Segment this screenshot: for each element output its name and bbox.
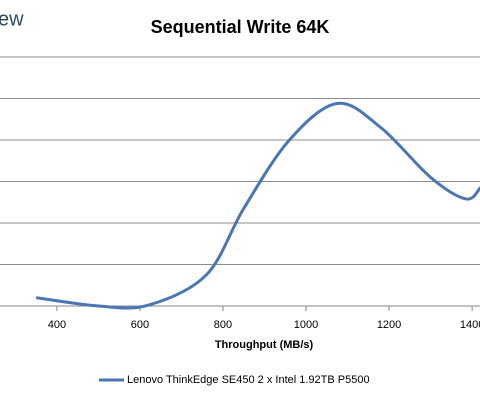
x-tick-label: 400	[48, 319, 66, 331]
legend-label: Lenovo ThinkEdge SE450 2 x Intel 1.92TB …	[127, 374, 370, 386]
x-tick-label: 600	[131, 319, 149, 331]
x-tick-label: 1000	[294, 319, 318, 331]
x-tick-label: 1400	[460, 319, 480, 331]
chart-title: Sequential Write 64K	[151, 17, 330, 37]
x-tick-label: 1200	[377, 319, 401, 331]
x-tick-label: 800	[214, 319, 232, 331]
data-line	[35, 101, 480, 310]
x-axis-label: Throughput (MB/s)	[215, 339, 314, 351]
brand-logo: ew	[0, 8, 24, 30]
